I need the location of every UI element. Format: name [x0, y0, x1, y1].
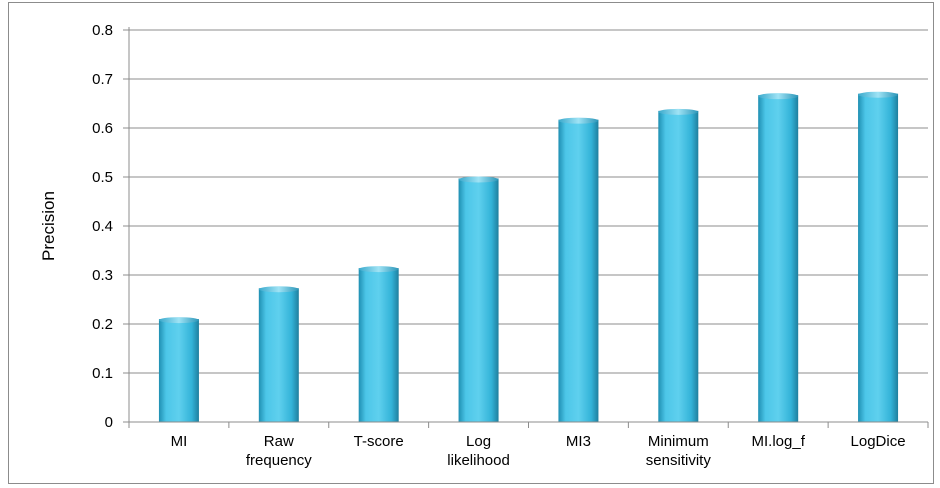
gridlines	[129, 29, 928, 374]
x-category-label: T-score	[354, 433, 404, 450]
y-tick-label: 0.2	[92, 316, 113, 333]
bar	[158, 317, 199, 422]
bar-top	[658, 108, 699, 115]
x-category-label: MI	[171, 433, 188, 450]
y-tick-label: 0.6	[92, 120, 113, 137]
bar	[358, 266, 399, 422]
bar-top	[858, 91, 899, 98]
y-tick-label: 0.4	[92, 218, 113, 235]
axes	[123, 27, 929, 428]
bar-body	[458, 178, 499, 422]
bar-body	[158, 319, 199, 422]
bar	[658, 108, 699, 422]
y-axis-title: Precision	[39, 191, 58, 261]
x-category-label: Minimum	[648, 433, 709, 450]
bar	[558, 117, 599, 423]
x-category-label: Log	[466, 433, 491, 450]
bar	[458, 176, 499, 422]
bar-top	[158, 317, 199, 324]
bars	[158, 91, 899, 423]
y-tick-label: 0	[105, 414, 113, 431]
bar-top	[758, 93, 799, 100]
bar	[758, 93, 799, 423]
labels: 0 0.1 0.2 0.3 0.4 0.5 0.6 0.7 0.8 MI Raw frequency T…	[39, 22, 906, 469]
x-category-label: MI.log_f	[752, 433, 806, 450]
bar-body	[258, 288, 299, 422]
x-category-label: sensitivity	[646, 452, 712, 469]
bar-top	[358, 266, 399, 273]
bar-body	[558, 119, 599, 423]
x-category-label: likelihood	[447, 452, 510, 469]
y-tick-label: 0.8	[92, 22, 113, 39]
y-tick-label: 0.5	[92, 169, 113, 186]
bar-top	[258, 286, 299, 293]
y-tick-label: 0.3	[92, 267, 113, 284]
x-category-label: Raw	[264, 433, 294, 450]
bar-body	[858, 93, 899, 422]
x-category-label: LogDice	[851, 433, 906, 450]
x-category-label: MI3	[566, 433, 591, 450]
bar-body	[758, 95, 799, 423]
bar-top	[458, 176, 499, 183]
bar-body	[358, 268, 399, 422]
bar-top	[558, 117, 599, 124]
bar	[858, 91, 899, 422]
x-category-label: frequency	[246, 452, 312, 469]
y-tick-label: 0.1	[92, 365, 113, 382]
y-tick-label: 0.7	[92, 71, 113, 88]
bar-body	[658, 110, 699, 422]
bar	[258, 286, 299, 422]
